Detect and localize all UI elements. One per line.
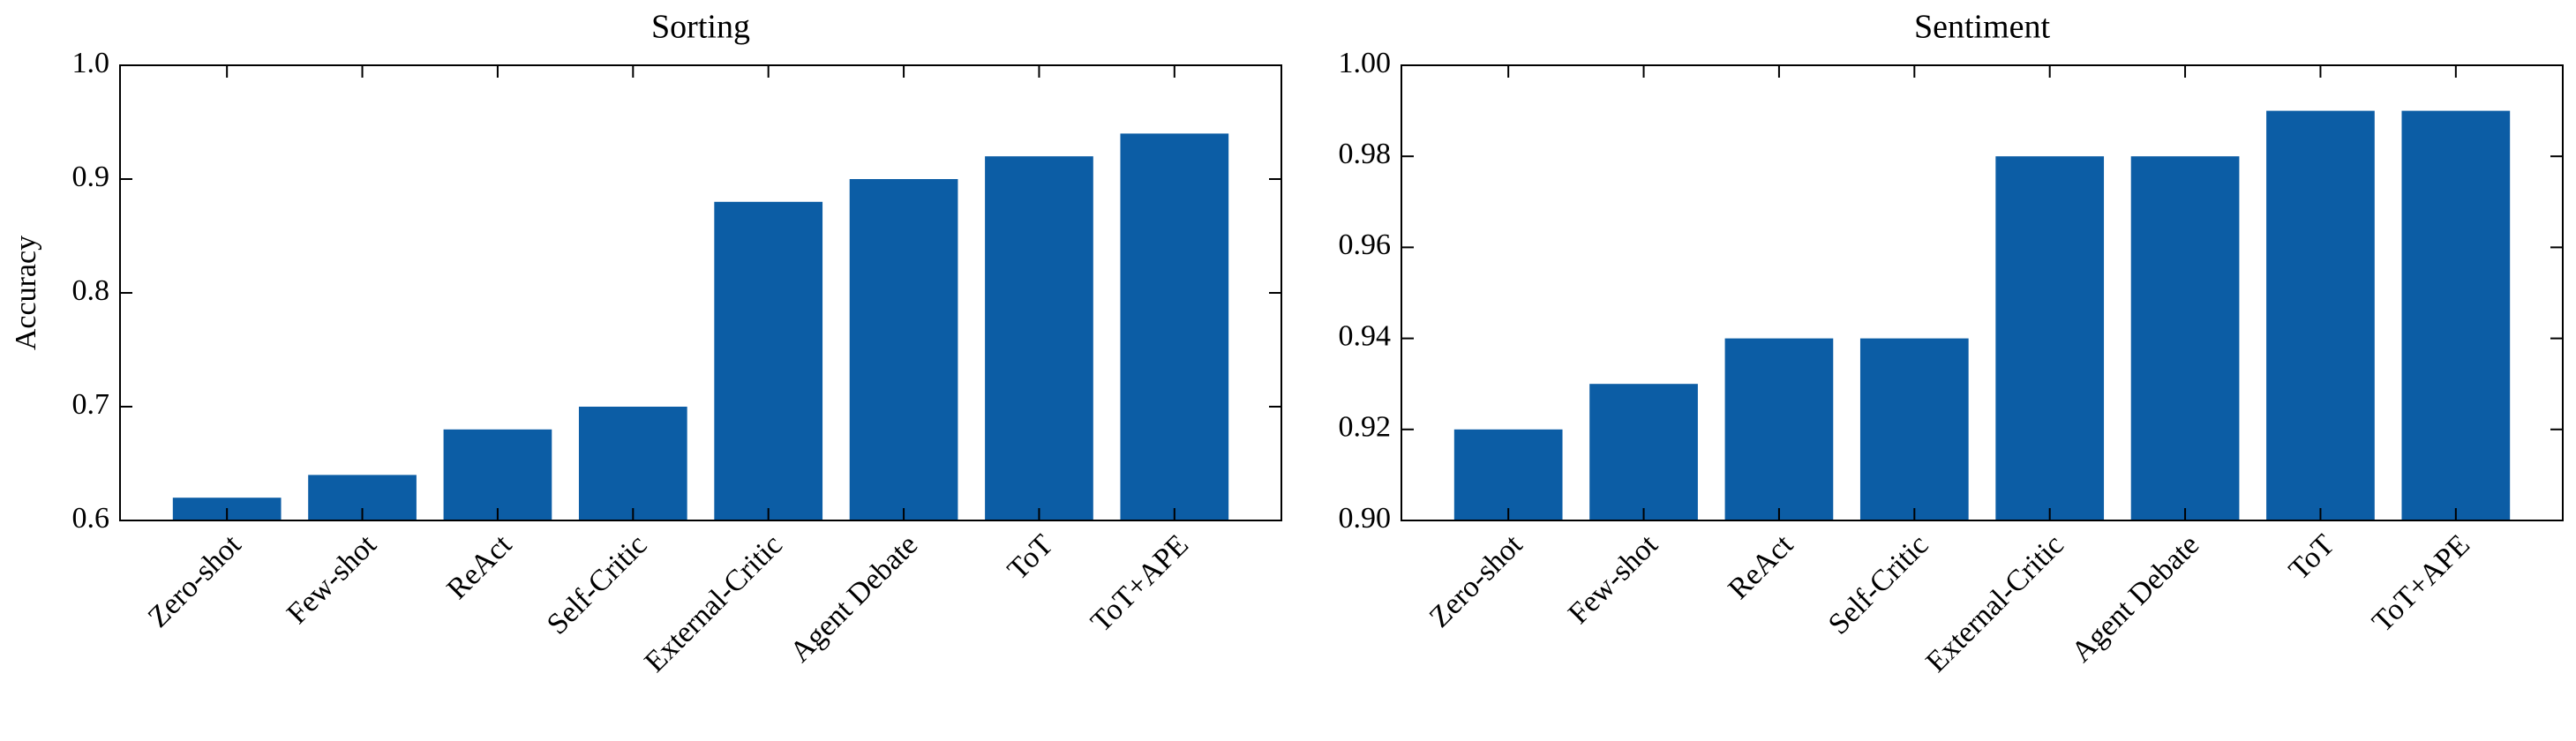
bar	[1589, 384, 1698, 520]
y-tick-label: 0.98	[1339, 138, 1392, 170]
bar	[1859, 338, 1969, 520]
bar	[578, 407, 687, 520]
axes-frame	[119, 64, 1282, 521]
x-tick-label: Agent Debate	[2065, 528, 2205, 669]
x-tick-label: ToT	[2283, 528, 2341, 587]
x-tick-label: ReAct	[1723, 528, 1800, 606]
x-tick-label: ToT+APE	[2366, 528, 2476, 639]
y-tick-label: 0.92	[1339, 411, 1392, 444]
y-tick-label: 1.0	[72, 47, 110, 79]
y-tick-label: 0.6	[72, 502, 110, 535]
x-tick-label: Agent Debate	[784, 528, 924, 669]
x-tick-label: Zero-shot	[142, 528, 248, 634]
x-tick-label: Few-shot	[281, 528, 383, 631]
bar	[2130, 156, 2240, 520]
bar	[985, 156, 1093, 520]
x-tick-label: Self-Critic	[541, 528, 654, 641]
y-tick-label: 0.8	[72, 274, 110, 307]
bar	[1453, 429, 1563, 520]
bar	[714, 201, 823, 521]
bar	[2401, 110, 2511, 520]
y-tick-label: 1.00	[1339, 47, 1392, 79]
bar	[849, 179, 958, 520]
chart-title: Sentiment	[1914, 9, 2051, 46]
x-tick-label: External-Critic	[1920, 528, 2070, 678]
x-tick-label: ToT+APE	[1085, 528, 1195, 639]
bar	[2266, 110, 2375, 520]
y-tick-label: 0.90	[1339, 502, 1392, 535]
y-axis-label: Accuracy	[10, 236, 42, 350]
y-tick-label: 0.9	[72, 161, 110, 193]
bar	[1995, 156, 2105, 520]
x-tick-label: Zero-shot	[1423, 528, 1529, 634]
axes-frame	[1401, 64, 2564, 521]
y-tick-label: 0.94	[1339, 319, 1392, 352]
bar	[443, 429, 552, 520]
bar	[1120, 133, 1229, 520]
x-tick-label: External-Critic	[639, 528, 789, 678]
bar	[1724, 338, 1834, 520]
x-tick-label: ToT	[1002, 528, 1060, 587]
x-tick-label: Few-shot	[1562, 528, 1664, 631]
x-tick-label: ReAct	[441, 528, 519, 606]
y-tick-label: 0.7	[72, 388, 110, 421]
x-tick-label: Self-Critic	[1822, 528, 1935, 641]
y-tick-label: 0.96	[1339, 228, 1392, 261]
chart-title: Sorting	[651, 9, 750, 46]
